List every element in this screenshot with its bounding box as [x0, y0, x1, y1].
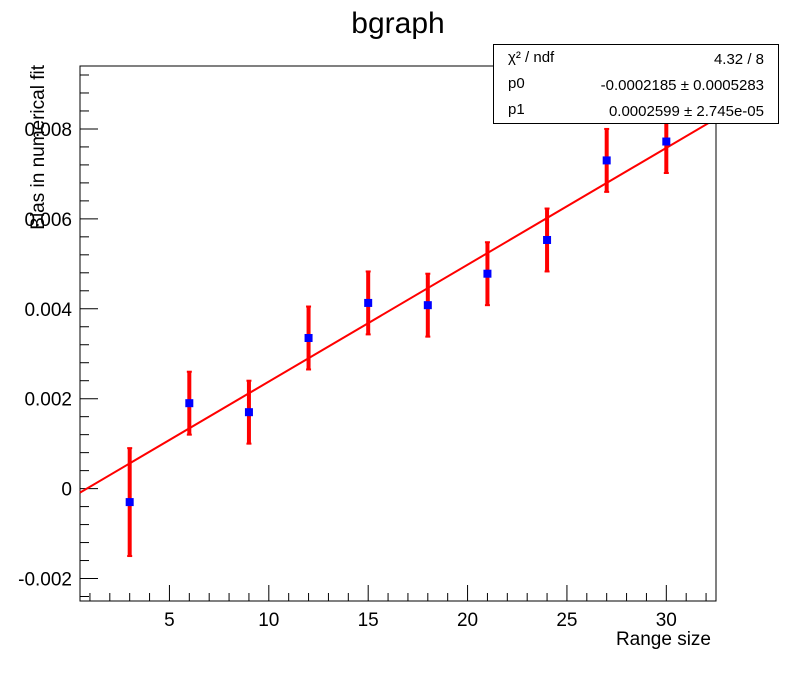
data-point	[185, 399, 194, 408]
x-axis: 5 10 15 20 25 30	[89, 585, 707, 631]
x-tick-label: 10	[258, 610, 279, 631]
stats-label-p1: p1	[508, 101, 525, 118]
stats-label-p0: p0	[508, 75, 525, 92]
plot-frame	[79, 65, 717, 602]
error-bars	[127, 109, 669, 558]
data-point	[304, 333, 313, 342]
stats-row-p0: p0 -0.0002185 ± 0.0005283	[494, 71, 778, 97]
data-point	[602, 156, 611, 165]
data-point	[423, 301, 432, 310]
x-axis-label: Range size	[616, 629, 711, 650]
data-point	[662, 137, 671, 146]
data-point	[483, 269, 492, 278]
x-tick-label: 20	[457, 610, 478, 631]
data-point	[364, 298, 373, 307]
data-point	[125, 498, 134, 507]
y-tick-label: 0.004	[24, 300, 72, 321]
stats-value-p1: 0.0002599 ± 2.745e-05	[608, 103, 764, 120]
chart-title: bgraph	[351, 7, 444, 40]
x-tick-label: 15	[358, 610, 379, 631]
stats-value-p0: -0.0002185 ± 0.0005283	[600, 77, 764, 94]
data-point	[244, 408, 253, 417]
stats-label-chi2: χ² / ndf	[508, 49, 555, 66]
fit-line	[79, 117, 717, 494]
stats-row-chi2: χ² / ndf 4.32 / 8	[494, 45, 778, 71]
data-markers	[125, 137, 671, 507]
stats-value-chi2: 4.32 / 8	[713, 51, 764, 68]
y-axis: -0.002 0 0.002 0.004 0.006 0.008	[18, 74, 98, 598]
stats-row-p1: p1 0.0002599 ± 2.745e-05	[494, 97, 778, 123]
y-tick-label: -0.002	[18, 570, 72, 591]
x-tick-label: 30	[656, 610, 677, 631]
y-tick-label: 0.006	[24, 210, 72, 231]
y-tick-label: 0	[61, 480, 72, 501]
x-tick-label: 25	[556, 610, 577, 631]
y-tick-label: 0.002	[24, 390, 72, 411]
data-point	[543, 235, 552, 244]
x-tick-label: 5	[164, 610, 175, 631]
y-axis-label: Bias in numerical fit	[28, 64, 49, 229]
fit-stats-box: χ² / ndf 4.32 / 8 p0 -0.0002185 ± 0.0005…	[493, 44, 779, 124]
y-tick-label: 0.008	[24, 120, 72, 141]
